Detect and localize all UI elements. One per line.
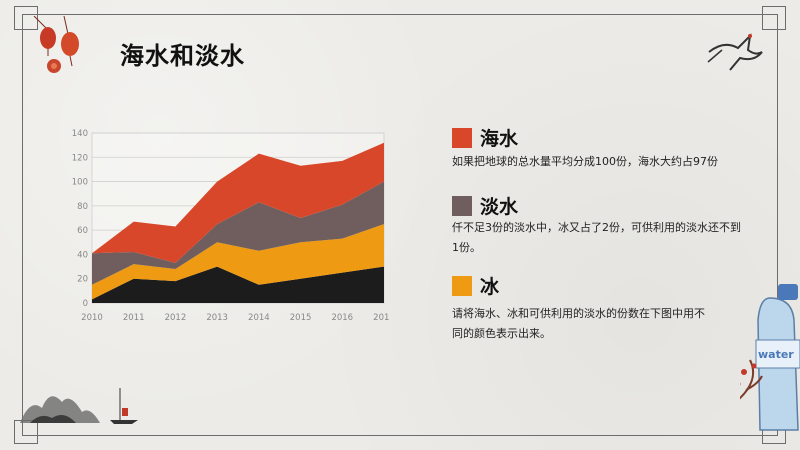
y-tick-label: 80 [77, 202, 88, 212]
seawater-swatch [452, 128, 472, 148]
lantern-illustration [33, 16, 79, 73]
bottle-label: water [758, 348, 794, 361]
freshwater-description: 仟不足3份的淡水中，冰又占了2份，可供利用的淡水还不到1份。 [452, 221, 741, 254]
x-tick-label: 2013 [206, 313, 228, 323]
y-tick-label: 20 [77, 275, 88, 285]
seawater-label: 海水 [480, 128, 519, 150]
page-title: 海水和淡水 [120, 42, 245, 70]
ice-description: 请将海水、冰和可供利用的淡水的份数在下图中用不同的颜色表示出来。 [452, 307, 705, 340]
frame-corner-tr [762, 6, 786, 30]
x-tick-label: 2015 [290, 313, 312, 323]
x-tick-label: 2012 [165, 313, 187, 323]
series-area-1 [92, 224, 384, 300]
freshwater-label: 淡水 [480, 196, 519, 218]
y-tick-label: 40 [77, 250, 88, 260]
stacked-area-chart: 0 20 40 60 80 100 120 140 2010 2011 2012 2013 2014 20… [72, 129, 390, 323]
y-tick-label: 120 [72, 153, 88, 163]
y-tick-label: 0 [83, 299, 88, 309]
ice-label: 冰 [480, 276, 500, 298]
series-area-3 [92, 142, 384, 263]
water-bottle-illustration: water [740, 284, 800, 431]
seawater-description: 如果把地球的总水量平均分成100份，海水大约占97份 [452, 155, 718, 168]
y-tick-label: 60 [77, 226, 88, 236]
frame-corner-tl [14, 6, 38, 30]
ice-swatch [452, 276, 472, 296]
freshwater-swatch [452, 196, 472, 216]
x-tick-label: 2010 [81, 313, 103, 323]
landscape-illustration [20, 388, 138, 424]
series-area-0 [92, 266, 384, 303]
x-tick-label: 2014 [248, 313, 270, 323]
y-tick-label: 140 [72, 129, 88, 139]
x-tick-label: 2011 [123, 313, 145, 323]
y-tick-label: 100 [72, 178, 88, 188]
series-area-2 [92, 181, 384, 285]
x-tick-label: 2016 [331, 313, 353, 323]
x-tick-label: 2017 [373, 313, 390, 323]
border-frame [22, 14, 778, 436]
crane-illustration [707, 33, 763, 71]
